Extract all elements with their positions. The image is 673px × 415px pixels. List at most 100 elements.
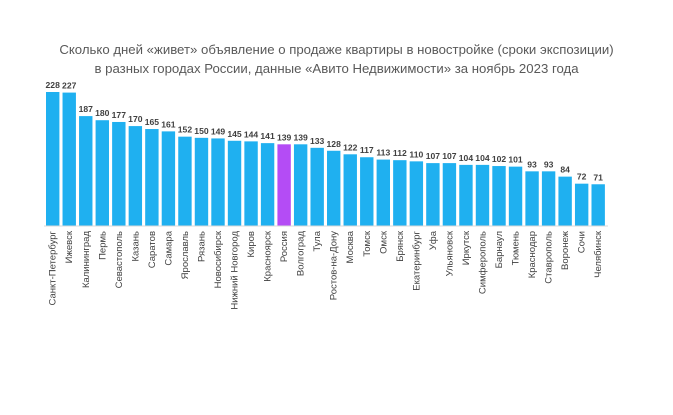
category-label-14: Россия xyxy=(279,231,290,262)
bar-0 xyxy=(46,92,60,226)
value-label-8: 152 xyxy=(178,125,193,135)
bar-12 xyxy=(244,141,258,226)
bar-27 xyxy=(492,166,506,226)
category-label-13: Красноярск xyxy=(263,230,274,282)
bar-14 xyxy=(277,144,291,226)
category-label-28: Тюмень xyxy=(511,231,522,265)
category-label-5: Казань xyxy=(130,231,141,262)
category-label-26: Симферополь xyxy=(477,231,488,294)
value-label-14: 139 xyxy=(277,132,292,142)
category-label-6: Саратов xyxy=(147,231,158,268)
bar-26 xyxy=(475,164,490,226)
bar-33 xyxy=(591,184,605,226)
value-label-17: 128 xyxy=(327,139,342,149)
bar-20 xyxy=(376,159,390,226)
value-label-24: 107 xyxy=(442,151,457,161)
category-label-22: Екатеринбург xyxy=(411,230,422,290)
bar-5 xyxy=(128,126,143,226)
value-label-3: 180 xyxy=(95,108,110,118)
bar-21 xyxy=(393,160,407,226)
value-label-16: 133 xyxy=(310,136,325,146)
category-label-15: Волгоград xyxy=(296,231,307,277)
bar-30 xyxy=(541,171,556,226)
bars-group xyxy=(46,92,605,226)
category-label-7: Самара xyxy=(163,230,174,265)
bar-22 xyxy=(409,161,424,226)
chart-title-line-2: в разных городах России, данные «Авито Н… xyxy=(94,61,579,76)
category-label-1: Ижевск xyxy=(64,230,75,263)
bar-10 xyxy=(211,138,225,226)
bar-6 xyxy=(145,129,159,226)
value-label-12: 144 xyxy=(244,129,259,139)
category-label-33: Челябинск xyxy=(593,230,604,278)
category-label-9: Рязань xyxy=(196,231,207,262)
value-label-21: 112 xyxy=(393,148,407,158)
bar-2 xyxy=(79,116,93,226)
value-label-29: 93 xyxy=(527,159,537,169)
value-label-2: 187 xyxy=(79,104,94,114)
category-label-12: Киров xyxy=(246,231,257,257)
value-label-26: 104 xyxy=(475,153,490,163)
category-label-18: Москва xyxy=(345,230,356,263)
category-label-24: Ульяновск xyxy=(444,230,455,276)
value-label-27: 102 xyxy=(492,154,507,164)
bar-1 xyxy=(62,92,76,226)
bar-11 xyxy=(227,140,242,226)
bar-28 xyxy=(508,166,523,226)
value-label-19: 117 xyxy=(360,145,374,155)
bar-29 xyxy=(525,171,539,226)
value-label-1: 227 xyxy=(62,81,77,91)
category-label-21: Брянск xyxy=(395,230,406,262)
category-label-20: Омск xyxy=(378,230,389,254)
bar-17 xyxy=(327,150,341,226)
bar-9 xyxy=(194,137,209,226)
category-label-29: Краснодар xyxy=(527,231,538,278)
category-label-3: Пермь xyxy=(97,231,108,260)
bar-13 xyxy=(260,143,275,226)
value-label-11: 145 xyxy=(227,129,242,139)
value-label-13: 141 xyxy=(260,131,275,141)
category-label-23: Уфа xyxy=(428,230,439,250)
bar-23 xyxy=(426,163,440,226)
category-label-19: Томск xyxy=(362,230,373,257)
category-label-8: Ярославль xyxy=(180,231,191,279)
bar-25 xyxy=(459,164,473,226)
value-label-7: 161 xyxy=(161,119,176,129)
value-label-15: 139 xyxy=(293,132,308,142)
value-label-18: 122 xyxy=(343,142,358,152)
bar-4 xyxy=(112,121,126,226)
value-label-32: 72 xyxy=(577,172,587,182)
bar-16 xyxy=(310,147,324,226)
bar-19 xyxy=(360,157,374,226)
bar-15 xyxy=(293,144,308,226)
value-label-4: 177 xyxy=(112,110,127,120)
value-label-23: 107 xyxy=(426,151,441,161)
chart-title: Сколько дней «живет» объявление о продаж… xyxy=(0,40,673,78)
chart-title-line-1: Сколько дней «живет» объявление о продаж… xyxy=(59,42,614,57)
bar-7 xyxy=(161,131,176,226)
value-label-25: 104 xyxy=(459,153,474,163)
bar-18 xyxy=(343,154,357,226)
category-label-4: Севастополь xyxy=(114,231,125,288)
bar-24 xyxy=(442,163,457,226)
value-label-30: 93 xyxy=(544,159,554,169)
value-label-28: 101 xyxy=(508,155,523,165)
bar-31 xyxy=(558,176,572,226)
value-label-20: 113 xyxy=(376,148,390,158)
category-label-25: Иркутск xyxy=(461,230,472,265)
category-label-16: Тула xyxy=(312,230,323,251)
category-label-31: Воронеж xyxy=(560,230,571,270)
value-label-33: 71 xyxy=(593,172,603,182)
category-label-27: Барнаул xyxy=(494,231,505,268)
value-label-5: 170 xyxy=(128,114,143,124)
bar-8 xyxy=(178,136,192,226)
category-label-10: Новосибирск xyxy=(213,230,224,288)
category-label-32: Сочи xyxy=(577,231,588,253)
value-label-22: 110 xyxy=(409,149,423,159)
category-label-30: Ставрополь xyxy=(544,231,555,284)
value-label-6: 165 xyxy=(145,117,160,127)
category-labels-group: Санкт-Петербург Ижевск Калининград Пермь Сев… xyxy=(48,230,604,309)
value-label-0: 228 xyxy=(46,80,61,90)
